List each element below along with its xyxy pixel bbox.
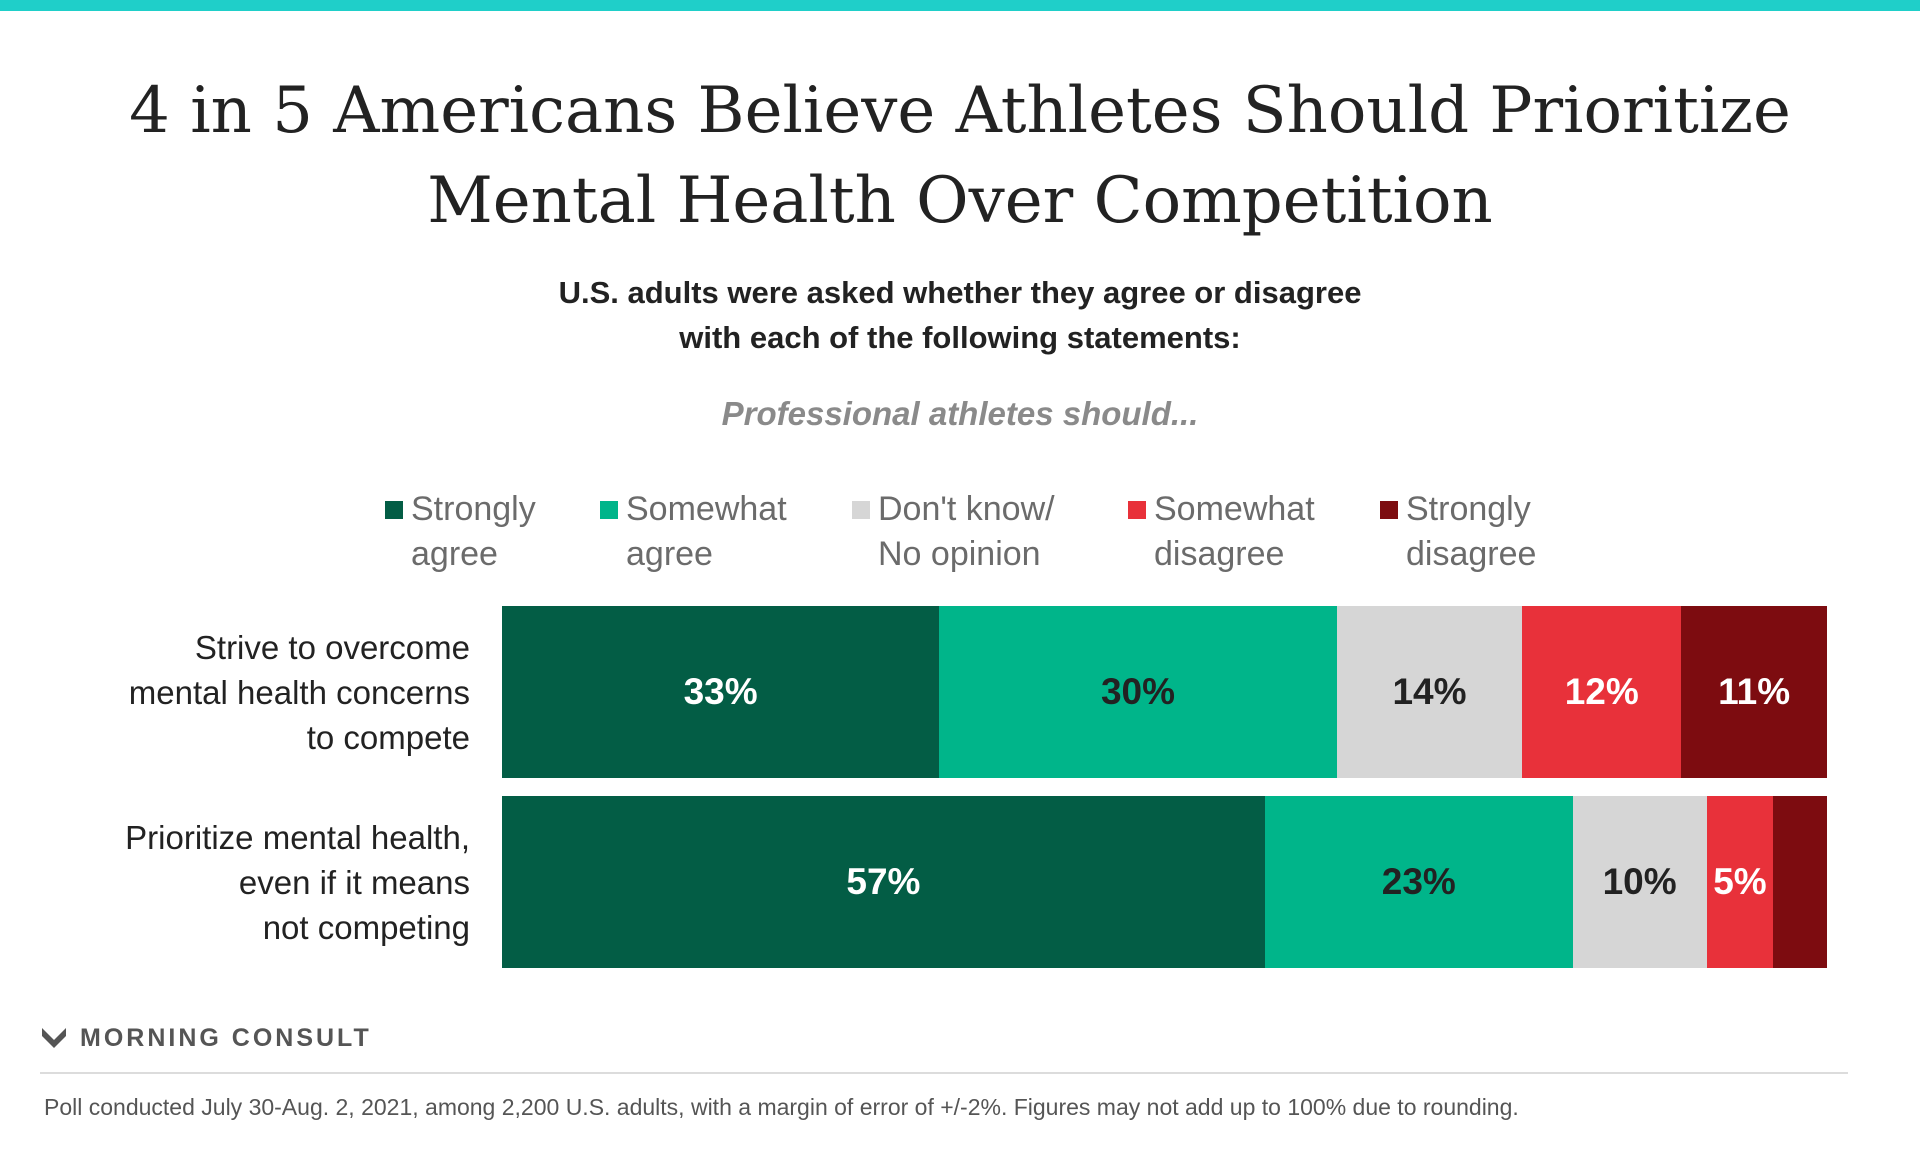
top-accent-stripe <box>0 0 1920 11</box>
footer-divider <box>40 1072 1848 1074</box>
bar-segment-somewhat-disagree: 12% <box>1522 606 1682 778</box>
bar-segment-somewhat-disagree: 5% <box>1706 796 1774 968</box>
row-label: Strive to overcome mental health concerns… <box>40 625 470 760</box>
legend-label: Somewhat agree <box>626 487 787 577</box>
data-label: 57% <box>846 861 921 902</box>
stacked-bar-row: 57% 23% 10% 5% <box>502 796 1827 968</box>
chart-subtitle: U.S. adults were asked whether they agre… <box>0 270 1920 360</box>
bar-segment-strongly-agree: 33% <box>502 606 940 778</box>
bar-segment-dont-know: 10% <box>1572 796 1707 968</box>
bar-segment-strongly-disagree <box>1773 796 1827 968</box>
data-label: 14% <box>1392 671 1467 712</box>
data-label: 30% <box>1100 671 1176 712</box>
data-label: 10% <box>1602 861 1677 902</box>
row-label-line: to compete <box>306 718 470 756</box>
legend-label-line: No opinion <box>878 535 1041 573</box>
legend-label-line: Don't know/ <box>878 490 1055 528</box>
chart-subtitle-line-1: U.S. adults were asked whether they agre… <box>558 275 1362 310</box>
bar-segment-strongly-agree: 57% <box>502 796 1265 968</box>
legend-label-line: agree <box>626 535 713 573</box>
chart-subtitle-line-2: with each of the following statements: <box>679 320 1241 355</box>
chart-title-line-1: 4 in 5 Americans Believe Athletes Should… <box>129 74 1791 148</box>
chart-title-line-2: Mental Health Over Competition <box>427 164 1493 238</box>
morning-consult-logo-icon <box>42 1028 66 1048</box>
legend-swatch <box>1128 501 1146 519</box>
data-label: 33% <box>683 671 758 712</box>
data-label: 11% <box>1718 671 1791 712</box>
row-label-line: even if it means <box>238 863 470 901</box>
bar-segment-somewhat-agree: 30% <box>939 606 1337 778</box>
bar-segment-somewhat-agree: 23% <box>1264 796 1573 968</box>
legend-label-line: Somewhat <box>1154 490 1315 528</box>
row-label: Prioritize mental health, even if it mean… <box>40 815 470 950</box>
data-label: 12% <box>1564 671 1639 712</box>
legend-swatch <box>385 501 403 519</box>
row-label-line: Strive to overcome <box>194 628 470 666</box>
brand-name: MORNING CONSULT <box>80 1024 372 1052</box>
data-label: 23% <box>1381 861 1456 902</box>
footnote: Poll conducted July 30-Aug. 2, 2021, amo… <box>44 1094 1519 1120</box>
bar-segment-dont-know: 14% <box>1336 606 1523 778</box>
data-label: 5% <box>1713 861 1767 902</box>
legend-label-line: Strongly <box>1406 490 1531 528</box>
legend-label-line: agree <box>411 535 498 573</box>
legend-label: Strongly agree <box>411 487 536 577</box>
bar-segment-strongly-disagree: 11% <box>1681 606 1827 778</box>
legend-swatch <box>1380 501 1398 519</box>
legend-label-line: disagree <box>1154 535 1285 573</box>
question-lead: Professional athletes should... <box>721 395 1199 432</box>
legend-label-line: disagree <box>1406 535 1537 573</box>
legend-label-line: Somewhat <box>626 490 787 528</box>
legend-label: Somewhat disagree <box>1154 487 1315 577</box>
row-label-line: not competing <box>262 908 470 946</box>
row-label-line: mental health concerns <box>128 673 470 711</box>
chart-title: 4 in 5 Americans Believe Athletes Should… <box>0 66 1920 246</box>
legend-swatch <box>852 501 870 519</box>
legend-label: Strongly disagree <box>1406 487 1536 577</box>
stacked-bar-row: 33% 30% 14% 12% 11% <box>502 606 1827 778</box>
legend-label: Don't know/No opinion <box>878 487 1055 577</box>
legend-label-line: Strongly <box>411 490 536 528</box>
legend-swatch <box>600 501 618 519</box>
row-label-line: Prioritize mental health, <box>125 818 470 856</box>
